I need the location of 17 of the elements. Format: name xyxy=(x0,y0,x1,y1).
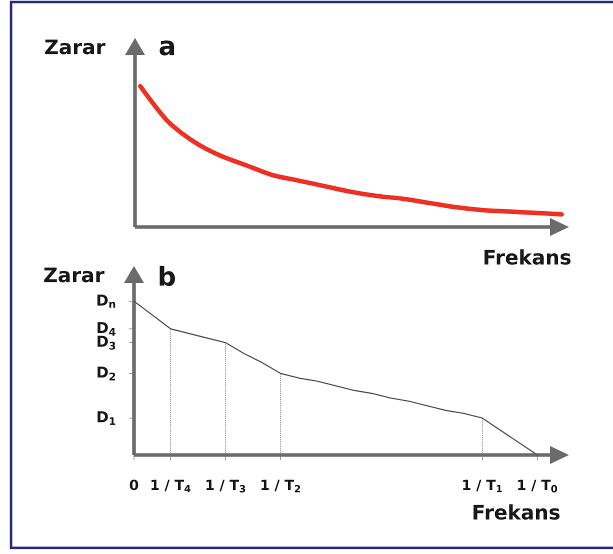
x-axis-title: Frekans xyxy=(484,249,571,265)
x-tick-label: 1 / T$_{1}$ xyxy=(463,480,502,492)
x-tick-label: 1 / T$_{4}$ xyxy=(152,480,190,492)
text: D$_{2}$ xyxy=(98,366,116,380)
text: D$_{4}$ xyxy=(98,322,116,336)
y-axis-title: Zarar xyxy=(44,268,104,282)
text: D$_{3}$ xyxy=(98,336,116,350)
text: D$_{n}$ xyxy=(97,294,116,308)
x-tick-label: 1 / T$_{3}$ xyxy=(206,480,246,492)
x-tick-label: 1 / T$_{2}$ xyxy=(262,480,300,492)
x-axis-title: Frekans xyxy=(474,504,560,520)
x-tick-label: 1 / T$_{0}$ xyxy=(518,480,558,492)
chart-title: b xyxy=(160,266,175,286)
chart-title: a xyxy=(160,40,174,56)
x-tick-label: 0 xyxy=(130,480,138,490)
text: D$_{1}$ xyxy=(98,411,116,425)
y-axis-title: Zarar xyxy=(45,40,106,54)
